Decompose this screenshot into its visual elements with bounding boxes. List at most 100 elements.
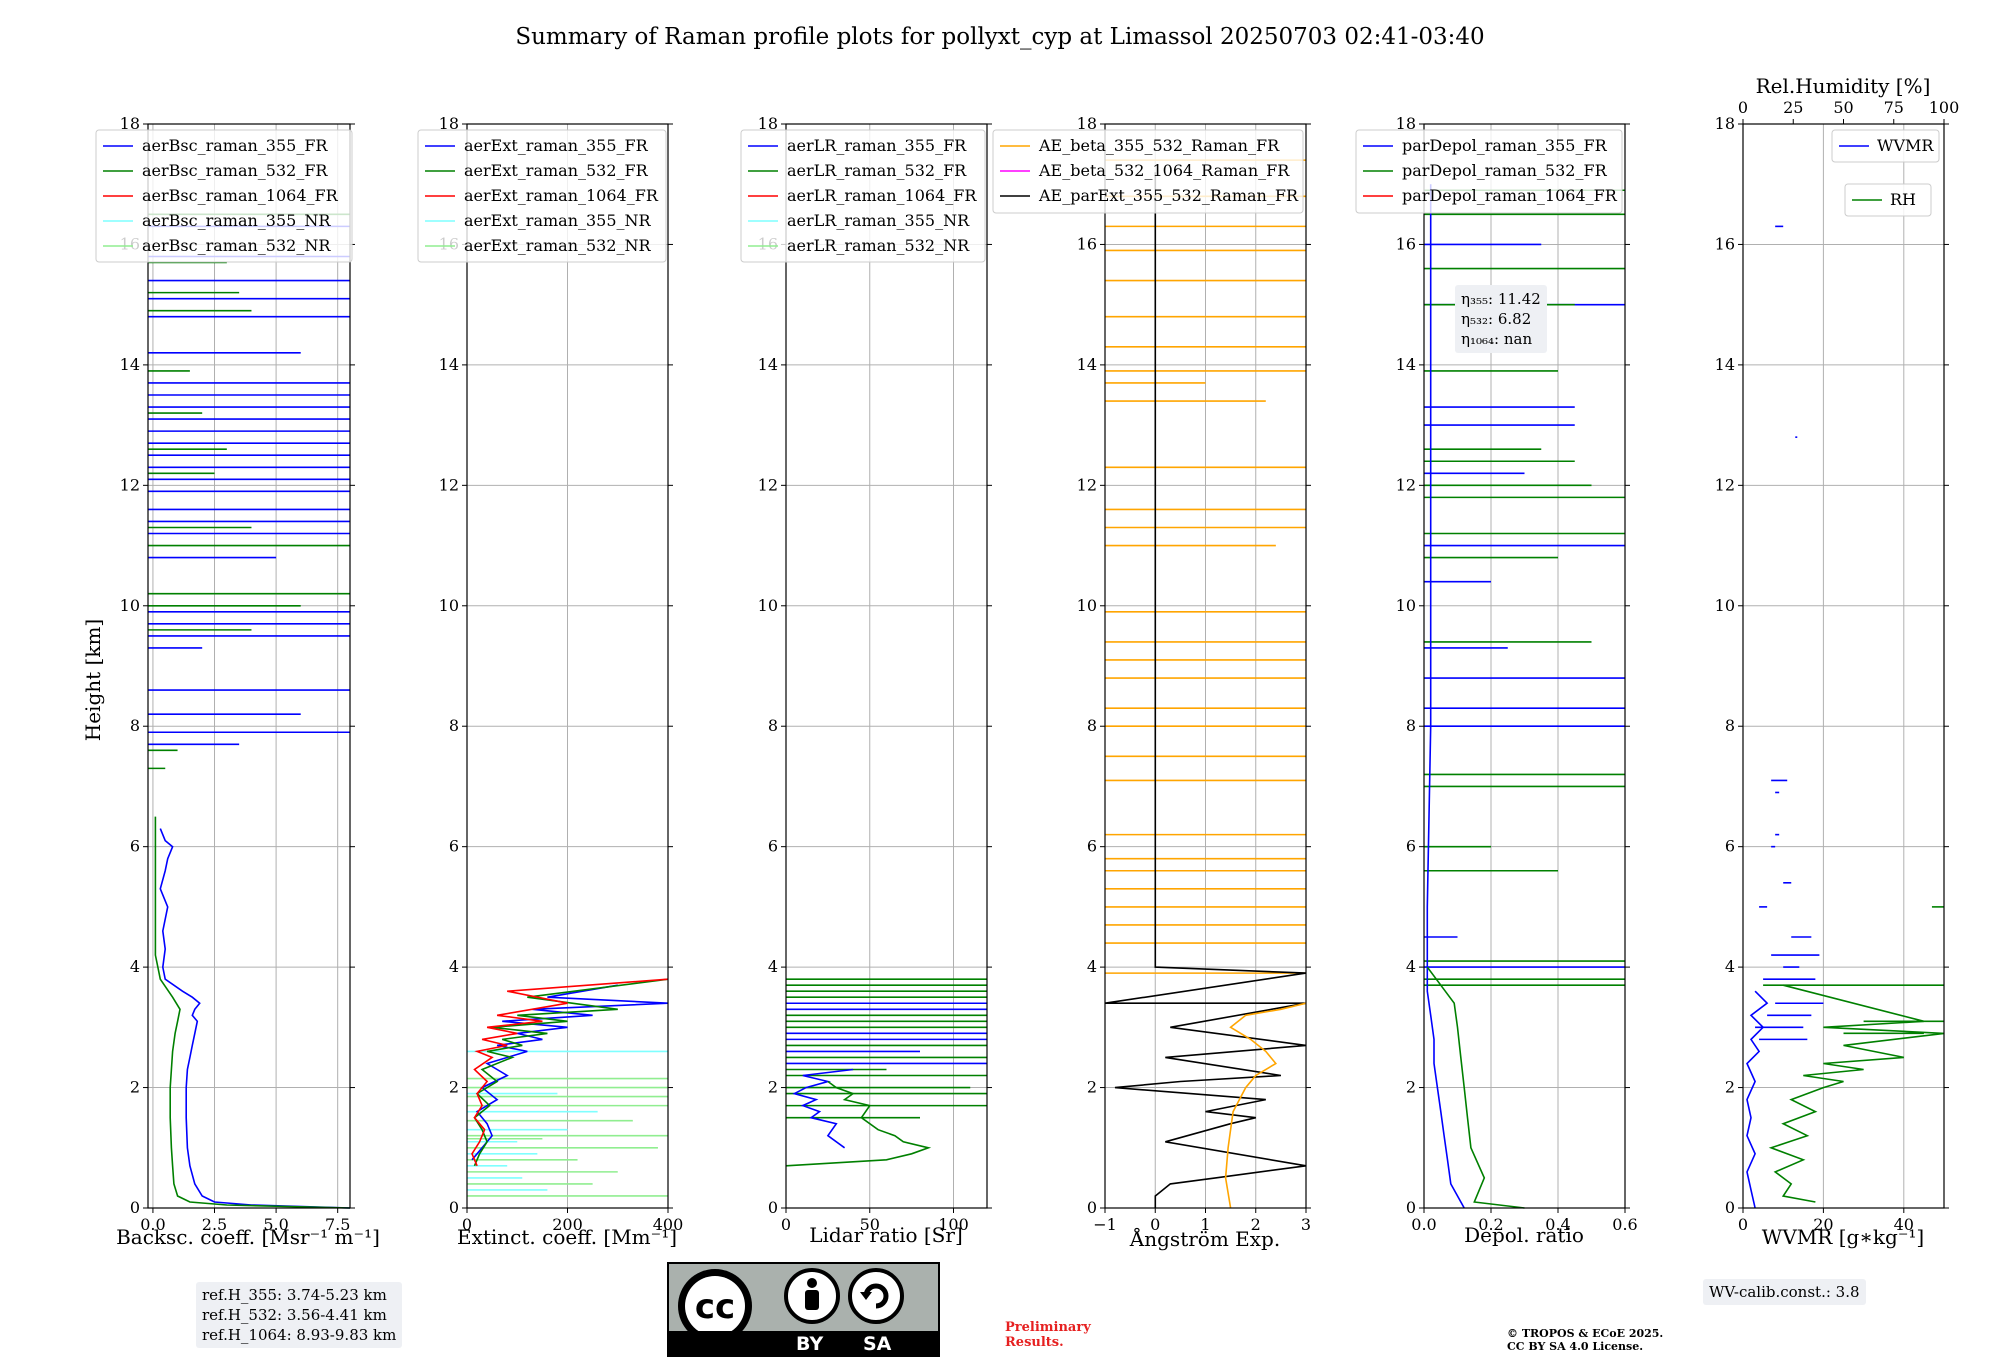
share-alike-icon — [848, 1268, 904, 1324]
depolarization-xlabel: Depol. ratio — [1464, 1223, 1584, 1247]
x-tick-label: 0.6 — [1612, 1215, 1637, 1234]
series-aerExt_raman_532_FR — [473, 978, 669, 1167]
y-tick-label: 4 — [449, 957, 459, 976]
extinction-marks: 0246810121416180200400aerExt_raman_355_F… — [417, 114, 683, 1234]
y-tick-label: 10 — [1077, 596, 1097, 615]
legend-label: AE_parExt_355_532_Raman_FR — [1038, 186, 1299, 205]
x-tick-label: 2.5 — [202, 1215, 227, 1234]
legend-label: AE_beta_532_1064_Raman_FR — [1038, 161, 1290, 180]
legend-label: WVMR — [1877, 136, 1934, 155]
axes-frame — [1423, 123, 1626, 1209]
y-tick-label: 6 — [1406, 837, 1416, 856]
copyright-note: © TROPOS & ECoE 2025. CC BY SA 4.0 Licen… — [1507, 1327, 1664, 1353]
y-tick-label: 14 — [1715, 355, 1735, 374]
panel-depolarization: 0 2 4 6 8 10 12 14 16 18 0.0 0.2 0.4 0.6 parDepol_rama… — [1355, 114, 1638, 1247]
x-tick-label: −1 — [1093, 1215, 1117, 1234]
x-tick-label: 5.0 — [263, 1215, 288, 1234]
y-tick-label: 10 — [439, 596, 459, 615]
y-tick-label: 6 — [768, 837, 778, 856]
y-tick-label: 16 — [1077, 234, 1097, 253]
y-tick-label: 10 — [1715, 596, 1735, 615]
x-tick-label: 50 — [860, 1215, 880, 1234]
series-aerLR_raman_355_FR — [792, 1068, 854, 1149]
y-tick-label: 10 — [758, 596, 778, 615]
rh-top-xlabel: Rel.Humidity [%] — [1756, 74, 1931, 98]
top-x-tick-label: 25 — [1783, 98, 1803, 117]
y-tick-label: 0 — [130, 1198, 140, 1217]
y-tick-label: 8 — [1087, 716, 1097, 735]
y-tick-label: 8 — [449, 716, 459, 735]
legend-label: aerBsc_raman_355_FR — [142, 136, 328, 155]
x-tick-label: 0 — [462, 1215, 472, 1234]
y-tick-label: 2 — [1087, 1078, 1097, 1097]
top-x-tick-label: 50 — [1833, 98, 1853, 117]
cc-sa-label: SA — [863, 1333, 892, 1355]
figure-title: Summary of Raman profile plots for polly… — [515, 24, 1484, 50]
preliminary-results-note: Preliminary Results. — [1005, 1320, 1091, 1350]
legend-box — [1844, 183, 1932, 217]
reference-height-box: ref.H_355: 3.74-5.23 km ref.H_532: 3.56-… — [196, 1282, 403, 1348]
y-tick-label: 14 — [1396, 355, 1416, 374]
x-tick-label: 0.0 — [140, 1215, 165, 1234]
y-tick-label: 2 — [130, 1078, 140, 1097]
y-tick-label: 12 — [120, 475, 140, 494]
top-x-tick-label: 0 — [1738, 98, 1748, 117]
legend-label: aerExt_raman_355_NR — [464, 211, 652, 230]
y-tick-label: 18 — [1077, 114, 1097, 133]
legend-label: parDepol_raman_1064_FR — [1402, 186, 1618, 205]
svg-text:cc: cc — [695, 1287, 735, 1327]
x-tick-label: 3 — [1301, 1215, 1311, 1234]
y-tick-label: 0 — [768, 1198, 778, 1217]
series-AE_parExt_355_532_Raman_FR — [1104, 172, 1307, 1208]
y-tick-label: 14 — [1077, 355, 1097, 374]
y-tick-label: 14 — [758, 355, 778, 374]
legend-label: parDepol_raman_355_FR — [1402, 136, 1608, 155]
legend-box — [1831, 129, 1940, 163]
panel-backscatter: 0246810121416180.02.55.07.5aerBsc_raman_… — [95, 114, 380, 1249]
legend-label: aerBsc_raman_532_NR — [142, 236, 331, 255]
cc-by-label: BY — [796, 1333, 824, 1355]
y-tick-label: 0 — [449, 1198, 459, 1217]
backscatter-marks: 0246810121416180.02.55.07.5aerBsc_raman_… — [95, 114, 355, 1234]
top-x-tick-label: 100 — [1929, 98, 1960, 117]
backscatter-xlabel: Backsc. coeff. [Msr⁻¹ m⁻¹] — [116, 1225, 380, 1249]
legend-label: aerBsc_raman_1064_FR — [142, 186, 339, 205]
y-tick-label: 0 — [1406, 1198, 1416, 1217]
x-tick-label: 200 — [552, 1215, 583, 1234]
y-tick-label: 0 — [1087, 1198, 1097, 1217]
y-tick-label: 18 — [1396, 114, 1416, 133]
y-tick-label: 18 — [1715, 114, 1735, 133]
legend-label: aerExt_raman_532_NR — [464, 236, 652, 255]
y-tick-label: 12 — [1715, 475, 1735, 494]
axes-frame — [147, 123, 351, 1209]
water-vapor-xlabel: WVMR [g∗kg⁻¹] — [1762, 1225, 1924, 1249]
legend-label: aerLR_raman_532_NR — [787, 236, 970, 255]
legend-label: aerLR_raman_532_FR — [787, 161, 967, 180]
wv-calib-const: WV-calib.const.: 3.8 — [1709, 1283, 1860, 1301]
y-tick-label: 6 — [130, 837, 140, 856]
y-tick-label: 18 — [120, 114, 140, 133]
series-aerBsc_raman_532_FR — [154, 816, 351, 1209]
legend-label: RH — [1890, 190, 1916, 209]
series-RH — [1768, 984, 1945, 1203]
x-tick-label: 100 — [938, 1215, 969, 1234]
panel-lidar-ratio: 024681012141618050100aerLR_raman_355_FRa… — [740, 114, 992, 1247]
y-tick-label: 2 — [1406, 1078, 1416, 1097]
y-tick-label: 4 — [1406, 957, 1416, 976]
series-parDepol_raman_355_FR — [1426, 184, 1465, 1209]
cc-by-sa-logo: cc BY SA — [667, 1262, 940, 1357]
legend-box — [740, 129, 986, 263]
legend-box — [417, 129, 667, 263]
series-aerExt_raman_355_FR — [471, 984, 669, 1161]
lidar-ratio-xlabel: Lidar ratio [Sr] — [809, 1223, 963, 1247]
y-tick-label: 18 — [439, 114, 459, 133]
x-tick-label: 1 — [1200, 1215, 1210, 1234]
depol-eta-annotation: η₃₅₅: 11.42 η₅₃₂: 6.82 η₁₀₆₄: nan — [1455, 285, 1547, 353]
x-tick-label: 0 — [1150, 1215, 1160, 1234]
y-tick-label: 14 — [439, 355, 459, 374]
y-tick-label: 2 — [768, 1078, 778, 1097]
